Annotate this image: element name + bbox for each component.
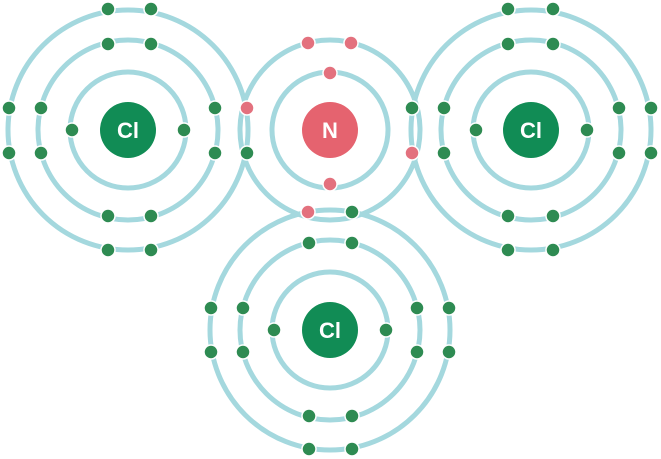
cl-electron-cl-bottom-shell3 (301, 441, 317, 457)
cl-electron-cl-bottom-shell3 (344, 204, 360, 220)
cl-electron-cl-bottom-shell2 (301, 235, 317, 251)
cl-electron-cl-right-shell3 (643, 145, 659, 161)
atom-cl-bottom: Cl (302, 302, 358, 358)
n-electron-n-shell1 (322, 65, 338, 81)
cl-electron-cl-right-shell1 (579, 122, 595, 138)
cl-electron-cl-bottom-shell2 (235, 300, 251, 316)
cl-electron-cl-left-shell3 (100, 1, 116, 17)
cl-electron-cl-left-shell1 (176, 122, 192, 138)
cl-electron-cl-right-shell3 (545, 242, 561, 258)
cl-electron-cl-left-shell2 (33, 100, 49, 116)
cl-electron-cl-bottom-shell1 (378, 322, 394, 338)
cl-electron-cl-left-shell3 (143, 1, 159, 17)
cl-electron-cl-right-shell3 (404, 100, 420, 116)
cl-electron-cl-bottom-shell2 (409, 300, 425, 316)
atom-cl-right: Cl (503, 102, 559, 158)
cl-electron-cl-bottom-shell1 (266, 322, 282, 338)
cl-electron-cl-left-shell2 (100, 36, 116, 52)
atom-n-center: N (302, 102, 358, 158)
n-electron-n-shell2 (343, 35, 359, 51)
nucleus-cl-left (100, 102, 156, 158)
cl-electron-cl-left-shell2 (207, 145, 223, 161)
cl-electron-cl-bottom-shell3 (441, 300, 457, 316)
cl-electron-cl-right-shell3 (545, 1, 561, 17)
n-electron-n-shell2 (239, 100, 255, 116)
atom-cl-left: Cl (100, 102, 156, 158)
cl-electron-cl-right-shell2 (500, 36, 516, 52)
nucleus-label-n-center: N (322, 118, 338, 143)
cl-electron-cl-bottom-shell2 (235, 344, 251, 360)
cl-electron-cl-right-shell2 (611, 145, 627, 161)
cl-electron-cl-right-shell2 (545, 208, 561, 224)
nuclei: Cl N Cl Cl (100, 102, 559, 358)
cl-electron-cl-right-shell2 (436, 100, 452, 116)
nucleus-label-cl-left: Cl (117, 118, 139, 143)
n-electron-n-shell2 (300, 35, 316, 51)
nucleus-n-center (302, 102, 358, 158)
cl-electron-cl-left-shell2 (100, 208, 116, 224)
cl-electron-cl-bottom-shell3 (203, 344, 219, 360)
cl-electron-cl-right-shell1 (468, 122, 484, 138)
cl-electron-cl-left-shell2 (143, 208, 159, 224)
cl-electron-cl-bottom-shell2 (409, 344, 425, 360)
shell-cl-left-3 (5, 7, 251, 253)
cl-electron-cl-right-shell2 (436, 145, 452, 161)
cl-electron-cl-left-shell1 (64, 122, 80, 138)
cl-electron-cl-left-shell2 (33, 145, 49, 161)
cl-electron-cl-left-shell3 (100, 242, 116, 258)
n-electron-n-shell2 (404, 145, 420, 161)
cl-electron-cl-right-shell2 (500, 208, 516, 224)
cl-electron-cl-right-shell3 (500, 242, 516, 258)
nucleus-label-cl-right: Cl (520, 118, 542, 143)
n-electron-n-shell1 (322, 176, 338, 192)
cl-electron-cl-right-shell3 (643, 100, 659, 116)
cl-electron-cl-left-shell3 (1, 100, 17, 116)
cl-electron-cl-bottom-shell3 (203, 300, 219, 316)
shell-cl-bottom-2 (237, 237, 423, 423)
cl-electron-cl-left-shell2 (207, 100, 223, 116)
cl-electron-cl-bottom-shell2 (344, 408, 360, 424)
cl-electron-cl-bottom-shell3 (441, 344, 457, 360)
cl-electron-cl-bottom-shell2 (301, 408, 317, 424)
cl-electron-cl-left-shell3 (239, 145, 255, 161)
n-electron-n-shell2 (300, 204, 316, 220)
shell-cl-right-2 (438, 37, 624, 223)
cl-electron-cl-bottom-shell3 (344, 441, 360, 457)
shell-n-center-2 (237, 37, 423, 223)
shell-cl-right-3 (408, 7, 654, 253)
cl-electron-cl-bottom-shell2 (344, 235, 360, 251)
cl-electron-cl-right-shell2 (611, 100, 627, 116)
nucleus-cl-right (503, 102, 559, 158)
cl-electron-cl-left-shell2 (143, 36, 159, 52)
nucleus-label-cl-bottom: Cl (319, 318, 341, 343)
cl-electron-cl-left-shell3 (1, 145, 17, 161)
cl-electron-cl-left-shell3 (143, 242, 159, 258)
cl-electron-cl-right-shell3 (500, 1, 516, 17)
nucleus-cl-bottom (302, 302, 358, 358)
shell-cl-bottom-3 (207, 207, 453, 453)
cl-electron-cl-right-shell2 (545, 36, 561, 52)
shell-cl-left-2 (35, 37, 221, 223)
